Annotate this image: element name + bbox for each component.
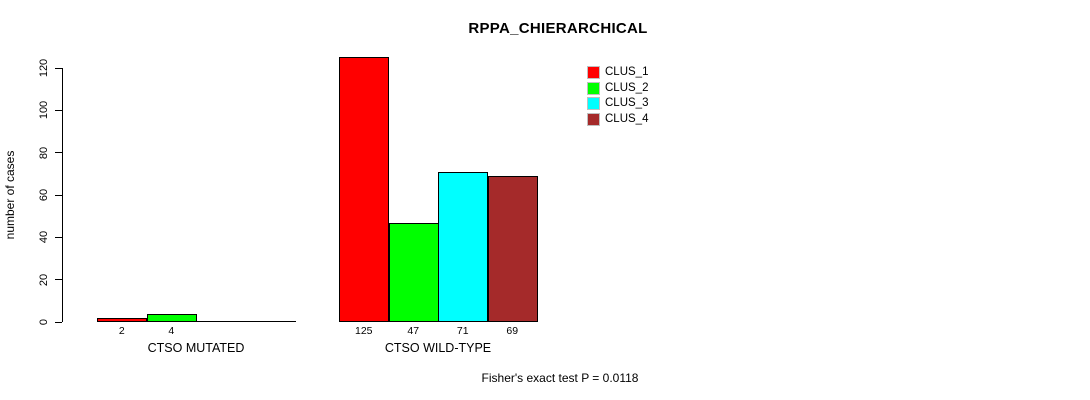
bar-value-label: 2	[118, 325, 125, 337]
bar-zero-line	[245, 321, 296, 322]
y-tick	[55, 321, 62, 323]
y-tick-label: 0	[38, 318, 50, 326]
bar-value-label: 4	[168, 325, 175, 337]
y-tick-label: 120	[38, 58, 50, 78]
legend-label: CLUS_4	[605, 112, 649, 125]
bar-clus_1-wildtype	[339, 57, 389, 322]
bar-value-label: 125	[354, 325, 373, 337]
x-group-label: CTSO MUTATED	[147, 341, 245, 355]
x-group-label: CTSO WILD-TYPE	[384, 341, 492, 355]
chart-title: RPPA_CHIERARCHICAL	[468, 20, 648, 37]
legend-swatch-icon	[587, 97, 600, 110]
y-tick	[55, 194, 62, 196]
y-tick-label: 40	[38, 231, 50, 244]
y-tick	[55, 279, 62, 281]
bar-clus_1-mutated	[97, 317, 147, 322]
y-tick	[55, 236, 62, 238]
bar-zero-line	[196, 321, 246, 322]
y-axis-line	[62, 68, 63, 322]
bar-value-label: 69	[506, 325, 519, 337]
bar-clus_4-wildtype	[487, 175, 538, 322]
bar-clus_3-wildtype	[438, 171, 488, 322]
legend-label: CLUS_1	[605, 66, 649, 78]
y-tick-label: 20	[38, 273, 50, 286]
legend-swatch-icon	[587, 112, 600, 126]
bar-value-label: 71	[456, 325, 469, 337]
y-axis-label: number of cases	[3, 150, 17, 240]
bar-clus_2-mutated	[146, 313, 197, 322]
y-tick	[55, 109, 62, 111]
legend-label: CLUS_2	[605, 81, 649, 94]
y-tick-label: 60	[38, 188, 50, 202]
annotation-text: Fisher's exact test P = 0.0118	[481, 371, 639, 385]
legend-label: CLUS_3	[605, 97, 649, 109]
y-tick	[55, 67, 62, 69]
legend-swatch-icon	[587, 66, 600, 79]
bar-clus_2-wildtype	[388, 222, 439, 322]
bar-value-label: 47	[407, 325, 420, 337]
legend-swatch-icon	[587, 81, 600, 95]
y-tick-label: 80	[38, 146, 50, 159]
y-tick-label: 100	[38, 101, 50, 120]
y-tick	[55, 152, 62, 154]
